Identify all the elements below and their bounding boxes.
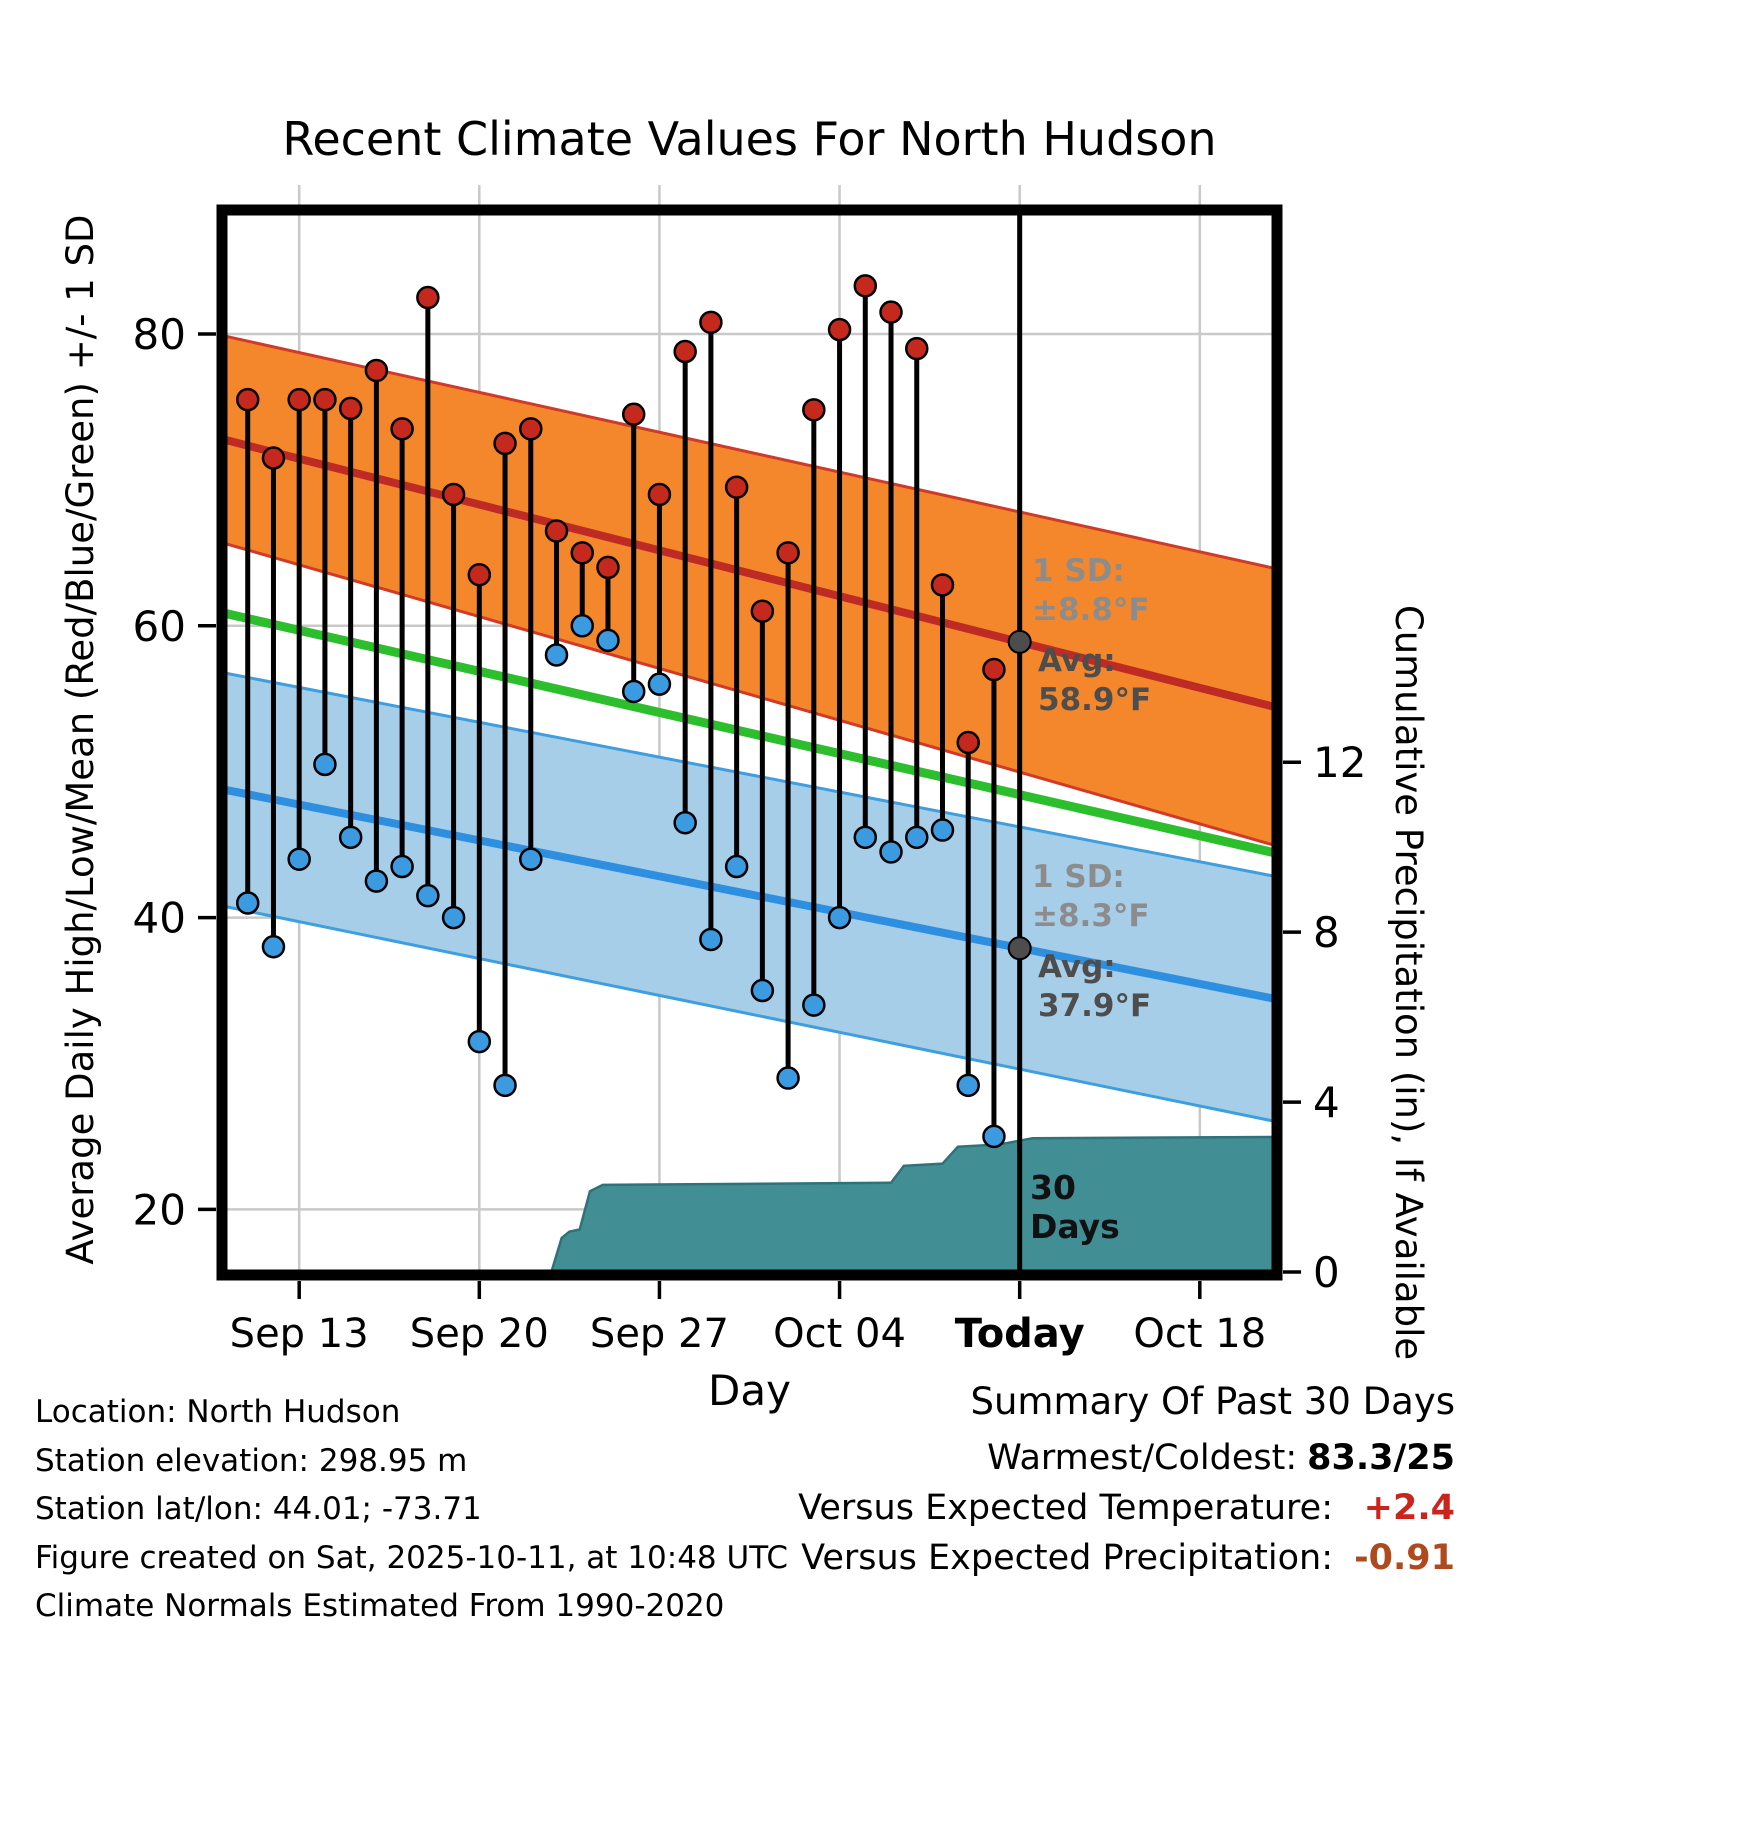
- summary-row-vs-temperature: Versus Expected Temperature: +2.4: [798, 1483, 1455, 1533]
- summary-value-vs-temperature: +2.4: [1363, 1488, 1455, 1528]
- svg-text:Oct 18: Oct 18: [1133, 1311, 1266, 1357]
- svg-text:12: 12: [1313, 738, 1366, 787]
- chart-title: Recent Climate Values For North Hudson: [282, 112, 1217, 166]
- station-info-created: Figure created on Sat, 2025-10-11, at 10…: [35, 1539, 788, 1576]
- svg-text:Sep 20: Sep 20: [410, 1311, 549, 1357]
- summary-row-vs-precipitation: Versus Expected Precipitation: -0.91: [798, 1533, 1455, 1583]
- summary-title: Summary Of Past 30 Days: [970, 1380, 1455, 1423]
- station-info-location: Location: North Hudson: [35, 1394, 401, 1430]
- svg-text:0: 0: [1313, 1248, 1340, 1297]
- svg-text:Oct 04: Oct 04: [773, 1311, 906, 1357]
- annotation-high-avg-line2: 58.9°F: [1038, 682, 1152, 718]
- annotation-low-sd-line1: 1 SD:: [1032, 859, 1125, 895]
- svg-text:Today: Today: [955, 1311, 1085, 1357]
- station-info-latlon: Station lat/lon: 44.01; -73.71: [35, 1491, 482, 1527]
- annotation-low-avg-line1: Avg:: [1038, 949, 1116, 985]
- summary-label: Warmest/Coldest:: [987, 1438, 1298, 1478]
- y-axis-label-right: Cumulative Precipitation (in), If Availa…: [1387, 604, 1430, 1361]
- svg-text:40: 40: [133, 894, 186, 943]
- svg-text:60: 60: [133, 602, 186, 651]
- annotation-high-avg: Avg: 58.9°F: [1038, 642, 1151, 720]
- svg-text:8: 8: [1313, 908, 1340, 957]
- station-info: Location: North Hudson Station elevation…: [35, 1388, 788, 1631]
- summary-label: Versus Expected Temperature:: [798, 1488, 1333, 1528]
- summary-label: Versus Expected Precipitation:: [801, 1538, 1333, 1578]
- annotation-low-sd-line2: ±8.3°F: [1032, 898, 1150, 934]
- y-axis-label-left: Average Daily High/Low/Mean (Red/Blue/Gr…: [59, 214, 102, 1265]
- svg-text:20: 20: [133, 1185, 186, 1234]
- annotation-high-sd-line2: ±8.8°F: [1032, 592, 1150, 628]
- annotation-30-days: 30 Days: [1030, 1168, 1120, 1246]
- annotation-high-avg-line1: Avg:: [1038, 643, 1116, 679]
- annotation-low-sd: 1 SD: ±8.3°F: [1032, 858, 1150, 936]
- annotation-30-days-line1: 30: [1030, 1168, 1076, 1207]
- annotation-low-avg-line2: 37.9°F: [1038, 988, 1152, 1024]
- station-info-elevation: Station elevation: 298.95 m: [35, 1442, 468, 1479]
- annotation-low-avg: Avg: 37.9°F: [1038, 948, 1151, 1026]
- summary-value-vs-precipitation: -0.91: [1354, 1538, 1455, 1578]
- annotation-30-days-line2: Days: [1030, 1207, 1120, 1246]
- station-info-normals: Climate Normals Estimated From 1990-2020: [35, 1588, 725, 1624]
- summary-row-warmest-coldest: Warmest/Coldest: 83.3/25: [798, 1433, 1455, 1483]
- svg-text:Sep 27: Sep 27: [590, 1311, 729, 1357]
- summary-value-warmest-coldest: 83.3/25: [1307, 1438, 1455, 1478]
- summary-past-30-days: Summary Of Past 30 Days Warmest/Coldest:…: [798, 1380, 1455, 1583]
- svg-text:Sep 13: Sep 13: [230, 1311, 369, 1357]
- annotation-high-sd: 1 SD: ±8.8°F: [1032, 552, 1150, 630]
- x-axis-label: Day: [708, 1366, 791, 1415]
- svg-text:80: 80: [133, 310, 186, 359]
- svg-text:4: 4: [1313, 1078, 1340, 1127]
- annotation-high-sd-line1: 1 SD:: [1032, 553, 1125, 589]
